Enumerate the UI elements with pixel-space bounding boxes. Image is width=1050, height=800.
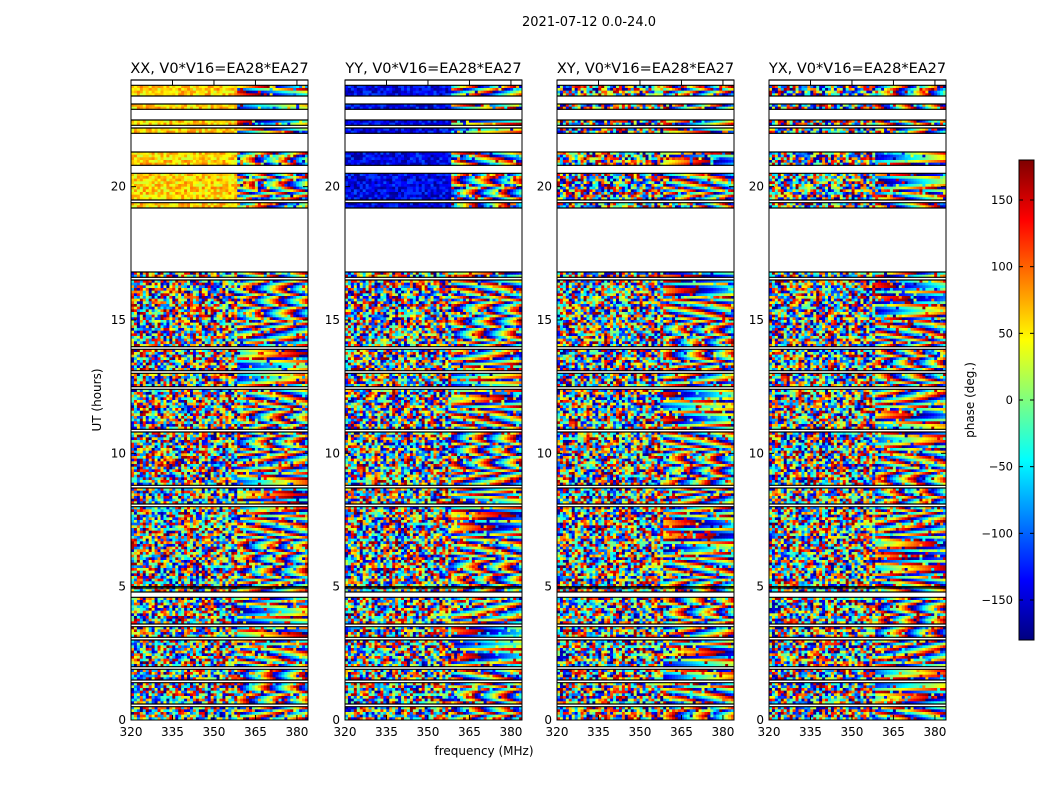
colorbar-label: phase (deg.) [963, 362, 977, 438]
x-tick-label: 380 [711, 725, 734, 739]
panels: XX, V0*V16=EA28*EA27 320 335 350 365 380 0 5 10 1… [111, 61, 947, 739]
x-tick-label: 350 [841, 725, 864, 739]
x-tick-label: 365 [244, 725, 267, 739]
figure-suptitle: 2021-07-12 0.0-24.0 [522, 15, 656, 30]
colorbar-tick-label: −150 [981, 593, 1013, 607]
x-tick-label: 350 [417, 725, 440, 739]
y-tick-label: 0 [332, 713, 340, 727]
y-tick-label: 10 [325, 446, 340, 460]
panel-frame [556, 79, 735, 721]
panel-title: XY, V0*V16=EA28*EA27 [557, 61, 734, 77]
y-tick-label: 5 [544, 580, 552, 594]
panel-title: YX, V0*V16=EA28*EA27 [768, 61, 946, 77]
y-tick-label: 20 [749, 180, 764, 194]
panel-title: YY, V0*V16=EA28*EA27 [344, 61, 521, 77]
x-axis-label: frequency (MHz) [434, 744, 533, 758]
panel-2: XY, V0*V16=EA28*EA27 320 335 350 365 380 0 5 10 1… [537, 61, 735, 739]
x-tick-label: 335 [799, 725, 822, 739]
panel-3: YX, V0*V16=EA28*EA27 320 335 350 365 380 0 5 10 1… [749, 61, 947, 739]
y-axis-label: UT (hours) [90, 368, 104, 431]
y-tick-label: 10 [111, 446, 126, 460]
y-tick-label: 5 [756, 580, 764, 594]
y-tick-label: 15 [325, 313, 340, 327]
colorbar-tick-label: −50 [989, 460, 1013, 474]
colorbar-tick-label: 0 [1006, 393, 1013, 407]
x-tick-label: 335 [587, 725, 610, 739]
colorbar-tick-label: 50 [998, 326, 1013, 340]
x-tick-label: 320 [120, 725, 143, 739]
panel-frame [130, 79, 309, 721]
y-tick-label: 10 [749, 446, 764, 460]
colorbar: −150 −100 −50 0 50 100 150 [981, 159, 1035, 641]
panel-title: XX, V0*V16=EA28*EA27 [130, 61, 308, 77]
y-tick-label: 15 [111, 313, 126, 327]
x-tick-label: 380 [499, 725, 522, 739]
x-tick-label: 365 [882, 725, 905, 739]
panel-frame [768, 79, 947, 721]
y-tick-label: 0 [118, 713, 126, 727]
x-tick-label: 320 [546, 725, 569, 739]
y-tick-label: 0 [756, 713, 764, 727]
x-tick-label: 335 [161, 725, 184, 739]
x-tick-label: 335 [375, 725, 398, 739]
y-tick-label: 5 [118, 580, 126, 594]
panel-frame [344, 79, 523, 721]
y-tick-label: 0 [544, 713, 552, 727]
x-tick-label: 380 [285, 725, 308, 739]
y-tick-label: 15 [537, 313, 552, 327]
y-tick-label: 5 [332, 580, 340, 594]
x-tick-label: 350 [629, 725, 652, 739]
heatmap-2 [557, 85, 734, 720]
y-tick-label: 15 [749, 313, 764, 327]
y-tick-label: 20 [537, 180, 552, 194]
colorbar-tick-label: 150 [991, 193, 1013, 207]
x-tick-label: 365 [670, 725, 693, 739]
heatmap-3 [769, 85, 946, 720]
colorbar-tick-label: −100 [981, 526, 1013, 540]
heatmap-1 [345, 85, 522, 720]
x-tick-label: 320 [758, 725, 781, 739]
x-tick-label: 365 [458, 725, 481, 739]
heatmap-0 [131, 85, 308, 720]
y-tick-label: 20 [111, 180, 126, 194]
x-tick-label: 350 [203, 725, 226, 739]
x-tick-label: 380 [923, 725, 946, 739]
y-tick-label: 10 [537, 446, 552, 460]
panel-0: XX, V0*V16=EA28*EA27 320 335 350 365 380 0 5 10 1… [111, 61, 309, 739]
colorbar-tick-label: 100 [991, 260, 1013, 274]
x-tick-label: 320 [334, 725, 357, 739]
y-tick-label: 20 [325, 180, 340, 194]
panel-1: YY, V0*V16=EA28*EA27 320 335 350 365 380 0 5 10 1… [325, 61, 523, 739]
